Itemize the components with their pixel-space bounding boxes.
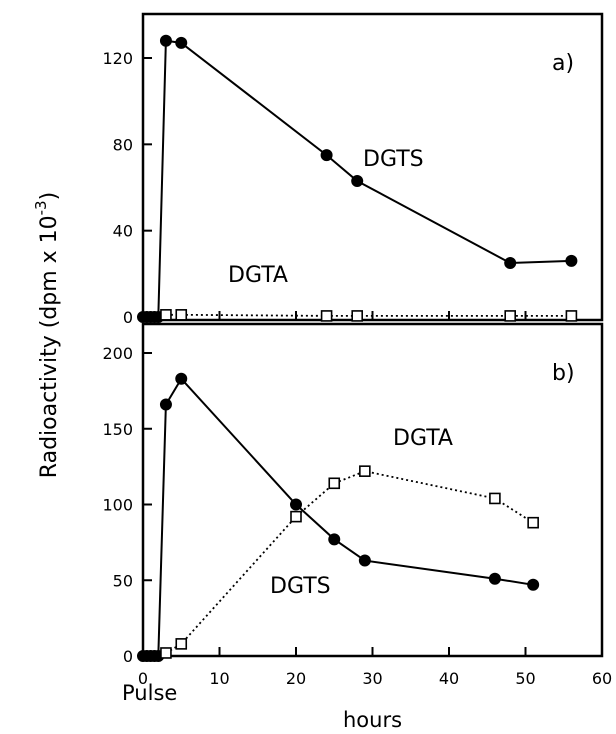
xtick-label-60: 60	[592, 669, 612, 688]
panel-b-dgta-label: DGTA	[393, 426, 453, 451]
panel-b-dgts-point-5	[159, 398, 172, 411]
panel-a-dgts-point-7	[320, 149, 333, 162]
axis-ticks: 0 40 80 120 0 50 100 150 200 0 10 20 30 40 50 60	[102, 49, 612, 688]
panel-b-dgts-point-10	[488, 572, 501, 585]
xtick-label-20: 20	[286, 669, 306, 688]
panel-b-label: b)	[552, 361, 575, 386]
panel-b-dgta-point-6	[527, 516, 539, 529]
xtick-label-50: 50	[515, 669, 535, 688]
panel-b-dgta-point-1	[175, 638, 188, 650]
panel-a-ytick-label-40: 40	[113, 222, 133, 241]
panel-a-dgts-point-10	[565, 254, 578, 267]
panel-a-dgts-point-9	[504, 257, 517, 270]
y-axis-title: Radioactivity (dpm x 10-3)	[32, 192, 62, 478]
panel-b-dgts-point-9	[358, 554, 371, 567]
y-axis-title-exponent: -3	[32, 200, 50, 215]
panel-b-dgts-point-6	[175, 372, 188, 385]
x-axis-title: hours	[343, 708, 402, 732]
y-axis-title-main: Radioactivity (dpm x 10	[37, 215, 62, 478]
panel-a-dgta-point-0	[160, 309, 172, 321]
y-axis-title-close: )	[37, 192, 62, 201]
panel-b-dgts-point-7	[290, 498, 302, 511]
xtick-label-30: 30	[362, 669, 382, 688]
panel-a-label: a)	[552, 51, 574, 76]
xtick-label-40: 40	[439, 669, 459, 688]
panel-b-ytick-label-200: 200	[102, 344, 133, 363]
panel-b-dgta-line	[165, 470, 534, 654]
panel-b-dgts-line	[143, 377, 534, 657]
panel-a-dgta-label: DGTA	[228, 263, 288, 288]
panel-a-ytick-label-120: 120	[102, 49, 133, 68]
panel-b-series	[137, 372, 540, 662]
xtick-label-10: 10	[209, 669, 229, 688]
panel-b-dgts-point-8	[328, 533, 341, 546]
panel-a-dgta-point-4	[504, 310, 517, 322]
panel-b-dgta-point-4	[359, 465, 371, 477]
panel-a-dgta-point-1	[175, 309, 188, 321]
panel-b-dgts-label: DGTS	[270, 574, 331, 599]
panel-b-dgta-point-3	[328, 477, 341, 490]
panel-a-dgts-point-5	[159, 34, 172, 47]
panel-a-ytick-label-0: 0	[123, 308, 133, 327]
panel-a-dgta-line	[165, 313, 572, 317]
panel-b-dgts-point-11	[527, 578, 540, 591]
xtick-label-0: 0	[138, 669, 148, 688]
panel-b-frame	[141, 322, 604, 658]
panel-b-ytick-label-100: 100	[102, 496, 133, 515]
panel-b-dgta-point-0	[160, 647, 172, 659]
panel-b-dgta-point-2	[290, 510, 302, 523]
pulse-label: Pulse	[122, 681, 177, 705]
panel-b-dgta-point-5	[489, 492, 501, 505]
panel-a-ytick-label-80: 80	[113, 135, 133, 154]
panel-a-dgta-point-2	[320, 310, 333, 322]
panel-a-dgta-point-5	[565, 310, 578, 322]
panel-b-ytick-label-150: 150	[102, 420, 133, 439]
panel-b-ytick-label-0: 0	[123, 647, 133, 666]
panel-a-dgts-point-8	[351, 175, 364, 188]
panel-a-dgta-point-3	[351, 310, 364, 322]
panel-a-series	[137, 34, 578, 323]
panel-b-ytick-label-50: 50	[113, 571, 133, 590]
panel-a-dgts-label: DGTS	[363, 147, 424, 172]
panel-a-dgts-point-6	[175, 36, 188, 49]
